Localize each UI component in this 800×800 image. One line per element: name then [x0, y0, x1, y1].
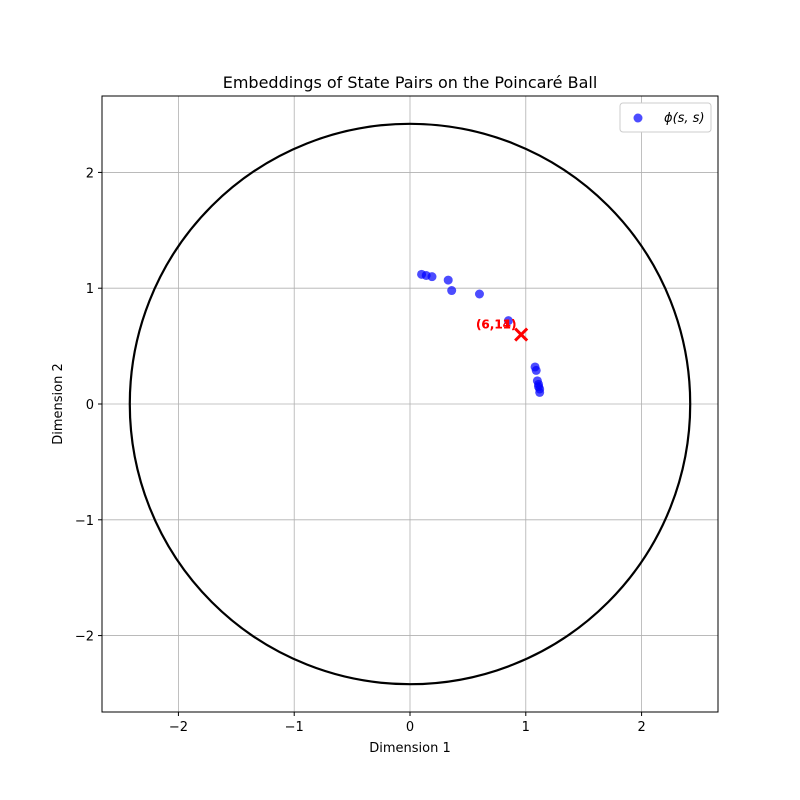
x-tick-label: −2: [169, 720, 188, 735]
x-tick-label: 0: [406, 720, 414, 735]
scatter-point: [531, 365, 541, 375]
y-tick-label: −1: [75, 514, 94, 529]
boundary-circle-group: [128, 122, 692, 686]
chart-title: Embeddings of State Pairs on the Poincar…: [223, 73, 598, 92]
highlight-x-marker-stroke: [514, 327, 529, 342]
annotation-label: (6,14): [476, 318, 517, 332]
scatter-point: [535, 387, 545, 397]
x-tick-label: 1: [522, 720, 530, 735]
scatter-points: [417, 269, 545, 397]
x-tick-label: 2: [637, 720, 645, 735]
scatter-point: [503, 316, 513, 326]
y-tick-label: 1: [86, 282, 94, 297]
y-tick-label: 2: [86, 166, 94, 181]
boundary-circle: [128, 122, 692, 686]
legend-box: [619, 102, 712, 133]
grid-lines: [102, 96, 718, 712]
annotations: (6,14)(6,11): [476, 318, 517, 332]
legend-label: ϕ(s, s): [664, 111, 705, 126]
annotation-label: (6,11): [476, 318, 517, 332]
y-axis-ticks: −2 −1 0 1 2: [75, 166, 102, 645]
y-tick-label: −2: [75, 630, 94, 645]
scatter-point: [427, 272, 437, 282]
legend: ϕ(s, s): [619, 102, 712, 133]
x-axis-ticks: −2 −1 0 1 2: [169, 712, 646, 735]
scatter-point: [474, 289, 484, 299]
highlight-markers: [514, 327, 529, 342]
y-tick-label: 0: [86, 398, 94, 413]
scatter-point: [447, 286, 457, 296]
x-tick-label: −1: [285, 720, 304, 735]
y-axis-label: Dimension 2: [51, 363, 66, 445]
legend-marker: [633, 113, 643, 123]
x-axis-label: Dimension 1: [369, 741, 451, 756]
scatter-point: [443, 275, 453, 285]
